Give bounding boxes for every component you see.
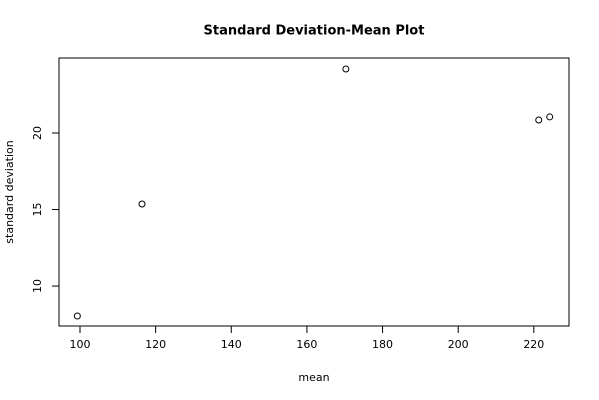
x-axis-label: mean <box>298 371 329 384</box>
point <box>342 65 350 73</box>
x-tick-label: 220 <box>523 338 544 351</box>
y-tick-label: 15 <box>31 203 44 217</box>
point <box>138 200 146 208</box>
y-tick-label: 10 <box>31 279 44 293</box>
y-axis-label: standard deviation <box>3 140 16 243</box>
x-tick-label: 120 <box>145 338 166 351</box>
point <box>546 113 554 121</box>
y-tick-label: 20 <box>31 126 44 140</box>
point <box>535 116 543 124</box>
x-tick-label: 100 <box>69 338 90 351</box>
x-tick-label: 200 <box>448 338 469 351</box>
chart-title: Standard Deviation-Mean Plot <box>204 24 425 39</box>
x-tick-label: 140 <box>221 338 242 351</box>
plot-frame <box>58 57 570 327</box>
x-tick-label: 180 <box>372 338 393 351</box>
x-tick-label: 160 <box>296 338 317 351</box>
point <box>73 312 81 320</box>
